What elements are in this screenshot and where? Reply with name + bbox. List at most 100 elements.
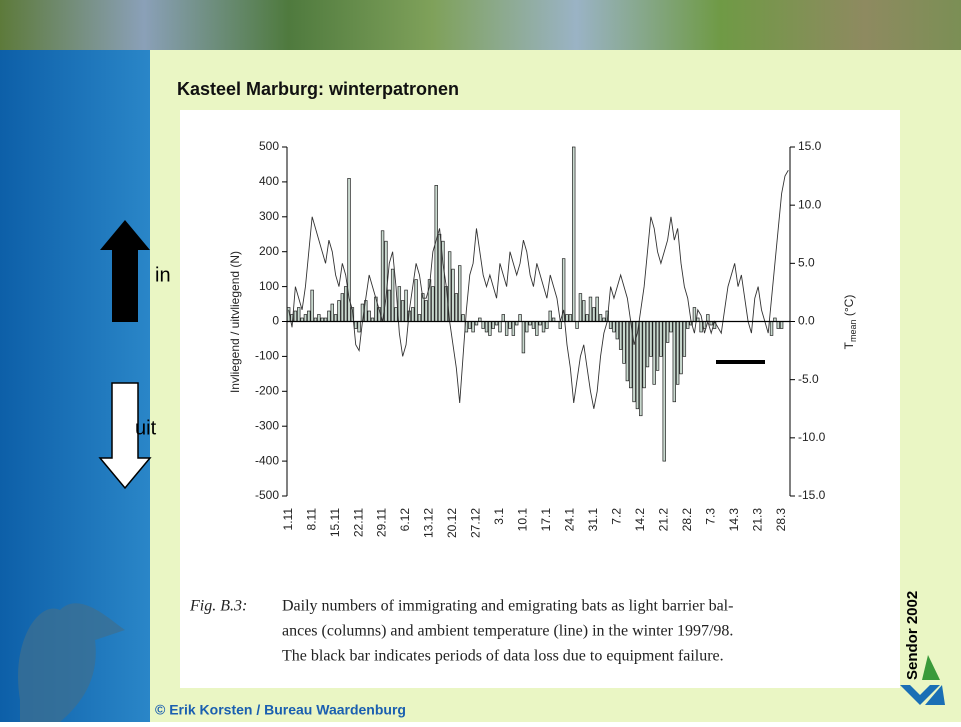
x-tick-label: 15.11 [328,508,342,537]
bar [354,322,357,329]
bar [589,297,592,321]
y-tick-label: -500 [255,488,279,502]
y-tick-label: -400 [255,453,279,467]
bar [401,301,404,322]
bar [535,322,538,336]
bar [425,301,428,322]
bar [438,234,441,321]
x-tick-label: 14.3 [727,508,741,532]
bar [579,294,582,322]
bar [649,322,652,357]
bar [344,287,347,322]
bar [338,301,341,322]
bar [522,322,525,353]
bar [512,322,515,336]
bar [656,322,659,371]
x-tick-label: 7.2 [609,508,623,525]
x-tick-label: 27.12 [469,508,483,538]
caption-line: The black bar indicates periods of data … [282,648,724,665]
x-tick-label: 21.2 [656,508,670,532]
x-tick-label: 28.2 [680,508,694,532]
bar [368,311,371,321]
y-tick-label: 200 [259,244,279,258]
x-tick-label: 17.1 [539,508,553,532]
bar [499,322,502,332]
y2-tick-label: 10.0 [798,197,822,211]
x-tick-label: 3.1 [492,508,506,525]
bar [586,315,589,322]
bar [509,322,512,329]
bar [683,322,686,357]
bar [576,322,579,329]
bar [559,322,562,329]
bar [418,315,421,322]
bar [670,322,673,332]
bar [502,315,505,322]
bar [626,322,629,381]
bar [334,315,337,322]
bar [489,322,492,336]
x-tick-label: 6.12 [398,508,412,532]
y2-tick-label: 0.0 [798,314,815,328]
x-tick-label: 7.3 [703,508,717,525]
bar [391,269,394,321]
bar [294,311,297,321]
y-tick-label: -200 [255,383,279,397]
bar [680,322,683,374]
bar [542,322,545,332]
bar [435,185,438,321]
bar [519,315,522,322]
bar [525,322,528,332]
bar [780,322,783,329]
slide: Kasteel Marburg: winterpatronen in uit S… [0,0,961,722]
bar [492,322,495,329]
label-in: in [155,264,171,286]
y-tick-label: 0 [272,314,279,328]
bar [432,287,435,322]
x-tick-label: 31.1 [586,508,600,532]
y2-tick-label: -5.0 [798,372,819,386]
bar [388,290,391,321]
x-tick-label: 29.11 [375,508,389,537]
bar [385,241,388,321]
bar [472,322,475,332]
bar [341,294,344,322]
bar [623,322,626,364]
x-tick-label: 1.11 [281,508,295,531]
bar [331,304,334,321]
bar [619,322,622,350]
bar [693,308,696,322]
bar [455,294,458,322]
bar [462,315,465,322]
x-tick-label: 22.11 [351,508,365,537]
bar [415,280,418,322]
x-tick-label: 14.2 [633,508,647,532]
x-tick-label: 24.1 [563,508,577,532]
bar [569,315,572,322]
bar [666,322,669,343]
bar [358,322,361,332]
bar [582,301,585,322]
bar [700,322,703,332]
bar [613,322,616,332]
bar [468,322,471,329]
y2-label-part: (°C) [842,295,856,320]
bar [328,311,331,321]
bar [663,322,666,462]
y-tick-label: 500 [259,139,279,153]
bar [381,231,384,322]
bar [505,322,508,336]
label-uit: uit [135,417,157,439]
bar [485,322,488,332]
x-tick-label: 10.1 [516,508,530,532]
bar [452,269,455,321]
bar [411,308,414,322]
bar [307,311,310,321]
y-tick-label: 300 [259,209,279,223]
bar [770,322,773,336]
bar [311,290,314,321]
x-tick-label: 21.3 [750,508,764,532]
bar [592,308,595,322]
y2-label-part: mean [848,319,858,342]
side-note: Sendor 2002 [904,591,921,680]
